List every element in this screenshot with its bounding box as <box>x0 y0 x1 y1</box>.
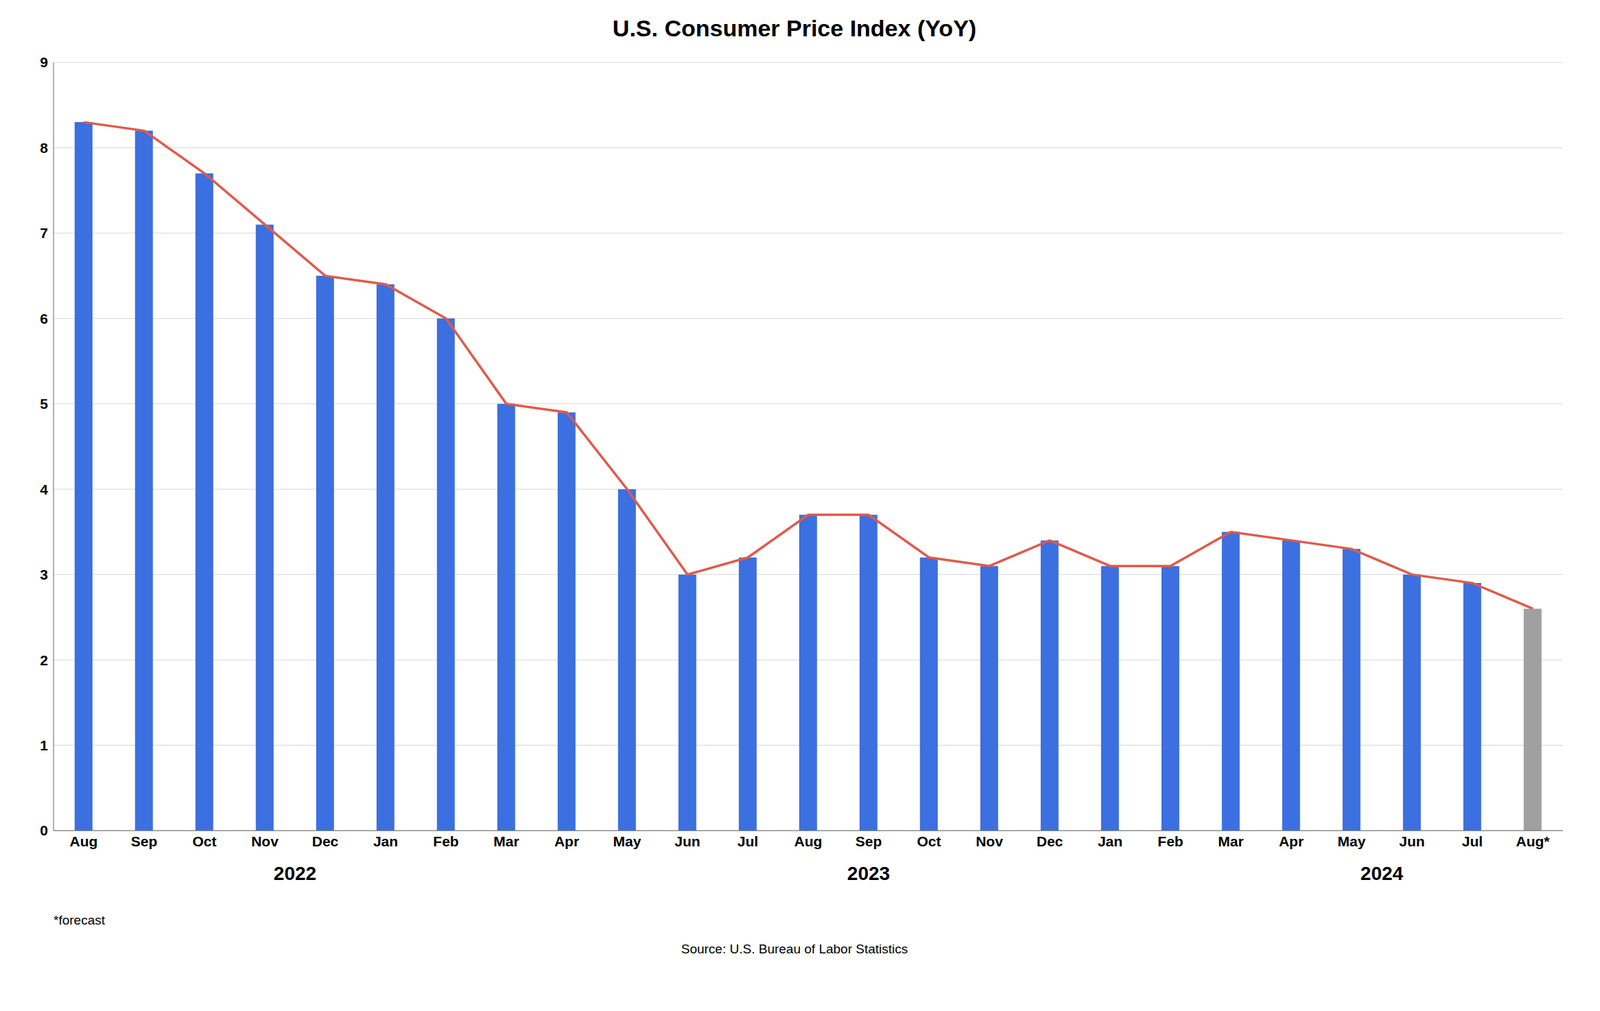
svg-text:5: 5 <box>39 395 49 412</box>
svg-text:Mar: Mar <box>1217 833 1244 850</box>
svg-text:2023: 2023 <box>847 863 890 885</box>
svg-text:Aug*: Aug* <box>1516 833 1551 850</box>
svg-text:Jan: Jan <box>373 833 398 850</box>
svg-text:Oct: Oct <box>916 833 941 850</box>
svg-text:Feb: Feb <box>432 833 459 850</box>
svg-text:9: 9 <box>39 54 49 70</box>
svg-text:6: 6 <box>39 310 49 327</box>
svg-text:Aug: Aug <box>69 833 99 850</box>
svg-text:Jun: Jun <box>1398 833 1425 850</box>
svg-text:Nov: Nov <box>251 833 279 850</box>
svg-text:1: 1 <box>39 737 49 754</box>
svg-text:2022: 2022 <box>273 863 317 885</box>
svg-text:Jul: Jul <box>737 833 759 850</box>
svg-text:Dec: Dec <box>312 833 339 850</box>
svg-text:Sep: Sep <box>855 833 883 850</box>
svg-text:Sep: Sep <box>131 833 158 850</box>
svg-text:Jun: Jun <box>674 833 700 850</box>
svg-text:4: 4 <box>39 481 49 498</box>
svg-text:3: 3 <box>39 566 49 583</box>
svg-text:0: 0 <box>39 822 49 839</box>
svg-text:Oct: Oct <box>192 833 217 850</box>
svg-text:Apr: Apr <box>554 833 580 850</box>
html-text:Source: U.S. Bureau of Labor S: Source: U.S. Bureau of Labor Statistics <box>681 942 908 957</box>
svg-text:Feb: Feb <box>1157 833 1183 850</box>
svg-text:Apr: Apr <box>1278 833 1304 850</box>
svg-text:Aug: Aug <box>794 833 823 850</box>
svg-text:Jul: Jul <box>1462 833 1483 850</box>
html-text:U.S. Consumer Price Index (YoY: U.S. Consumer Price Index (YoY) <box>612 15 977 42</box>
svg-text:Mar: Mar <box>493 833 519 850</box>
svg-text:2024: 2024 <box>1360 863 1404 885</box>
svg-text:Dec: Dec <box>1036 833 1064 850</box>
svg-text:May: May <box>613 833 642 850</box>
svg-text:8: 8 <box>39 139 49 156</box>
svg-text:7: 7 <box>39 225 49 241</box>
svg-text:May: May <box>1337 833 1367 850</box>
html-text:*forecast: *forecast <box>53 913 105 928</box>
svg-text:2: 2 <box>39 652 49 669</box>
svg-text:Nov: Nov <box>975 833 1004 850</box>
svg-text:Jan: Jan <box>1097 833 1123 850</box>
